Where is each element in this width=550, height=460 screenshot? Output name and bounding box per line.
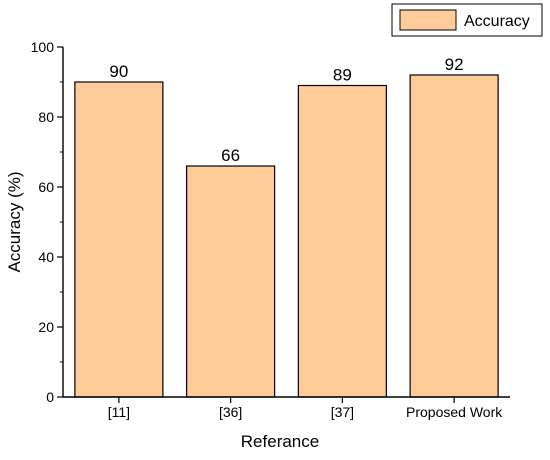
bar — [297, 84, 387, 398]
axes-layer — [57, 46, 510, 403]
y-tick-label: 60 — [38, 179, 54, 195]
x-tick-label: [37] — [331, 404, 354, 420]
y-tick-label: 80 — [38, 109, 54, 125]
x-tick-label: [11] — [108, 404, 130, 420]
data-label: 66 — [221, 146, 240, 165]
bar — [409, 74, 499, 398]
legend-label: Accuracy — [464, 13, 530, 30]
y-tick-label: 40 — [38, 249, 54, 265]
y-tick-label: 0 — [46, 389, 54, 405]
labels-layer: 90 [11] 66 [36] 89 [37] 92 Proposed Work 0 20 40 60… — [31, 39, 504, 420]
legend: Accuracy — [391, 3, 543, 37]
x-tick-label: Proposed Work — [406, 404, 503, 420]
x-tick-label: [36] — [219, 404, 242, 420]
y-tick-label: 100 — [31, 39, 55, 55]
x-axis-title: Referance — [241, 432, 319, 451]
legend-swatch — [399, 9, 457, 31]
data-label: 92 — [445, 55, 464, 74]
data-label: 90 — [109, 62, 128, 81]
bars-layer — [74, 74, 499, 398]
data-label: 89 — [333, 66, 352, 85]
bar — [186, 165, 276, 398]
y-tick-label: 20 — [38, 319, 54, 335]
y-axis-title: Accuracy (%) — [5, 171, 24, 272]
bar — [74, 81, 164, 398]
